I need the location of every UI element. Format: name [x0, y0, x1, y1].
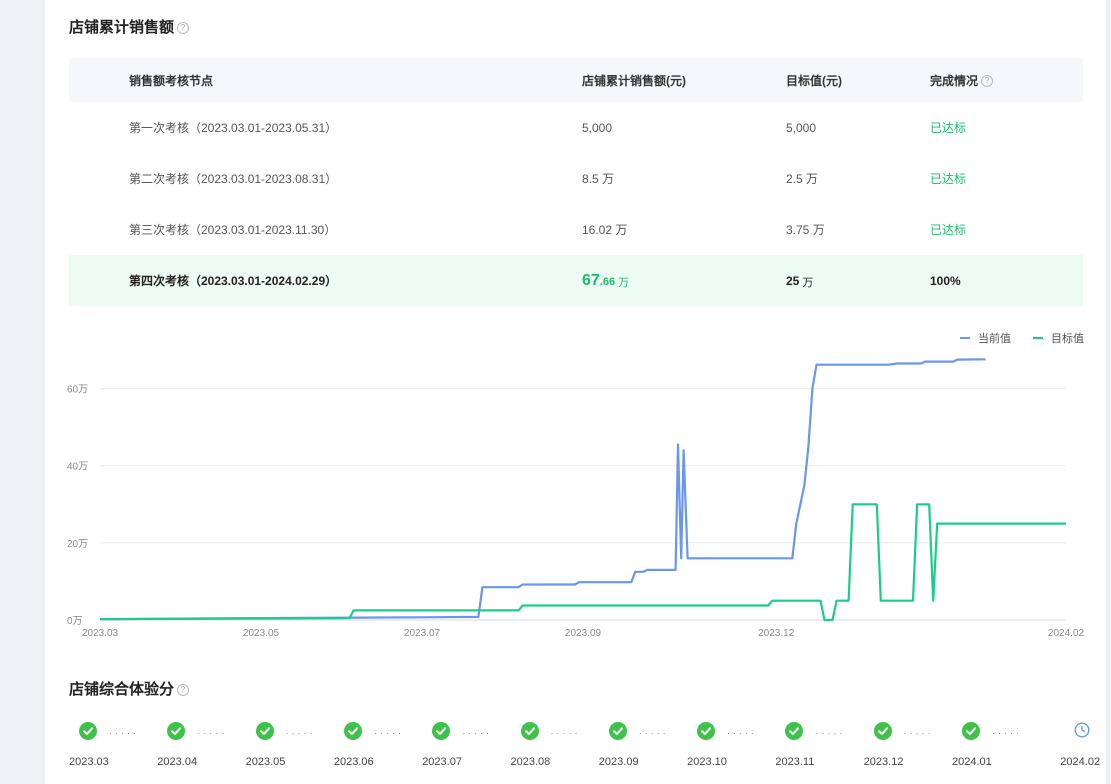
table-row: 第三次考核（2023.03.01-2023.11.30） 16.02 万 3.7…: [69, 204, 1083, 255]
timeline-month-label: 2023.09: [598, 756, 639, 768]
table-header-row: 销售额考核节点 店铺累计销售额(元) 目标值(元) 完成情况 ?: [69, 58, 1083, 102]
x-tick-label: 2023.12: [758, 628, 795, 639]
row-target: 25 万: [786, 255, 813, 306]
target-num: 25: [786, 273, 800, 288]
help-icon[interactable]: ?: [981, 75, 994, 87]
timeline-connector: ·····: [109, 728, 139, 738]
row-node: 第二次考核（2023.03.01-2023.08.31）: [129, 172, 338, 186]
row-target: 5,000: [786, 120, 817, 135]
x-tick-label: 2023.09: [565, 628, 602, 639]
sales-section-title: 店铺累计销售额 ?: [69, 16, 190, 37]
row-target: 2.5 万: [786, 172, 819, 186]
sales-assessment-table: 销售额考核节点 店铺累计销售额(元) 目标值(元) 完成情况 ? 第一次考核（2…: [69, 58, 1083, 306]
timeline-connector: ·····: [285, 728, 316, 738]
series-line-current: [99, 358, 986, 621]
score-section-title-text: 店铺综合体验分: [69, 681, 175, 698]
header-status-text: 完成情况: [930, 73, 979, 88]
score-section-title: 店铺综合体验分 ?: [69, 678, 190, 699]
help-icon[interactable]: ?: [177, 683, 190, 696]
check-circle-icon: [697, 722, 716, 745]
y-tick-label: 20万: [67, 539, 88, 550]
legend-swatch: [960, 337, 970, 339]
legend-label: 目标值: [1051, 333, 1084, 345]
sales-unit: 万: [618, 276, 630, 289]
check-circle-icon: [343, 722, 362, 745]
timeline-connector: ·····: [197, 728, 228, 738]
y-tick-label: 40万: [67, 462, 88, 473]
check-circle-icon: [167, 722, 186, 745]
sales-dec: .66: [599, 275, 616, 288]
timeline-connector: ·····: [373, 728, 404, 738]
timeline-month-label: 2024.02: [1060, 756, 1101, 768]
x-tick-label: 2023.07: [404, 628, 441, 639]
timeline-connector: ·····: [638, 728, 669, 738]
timeline-connector: ·····: [550, 728, 581, 738]
timeline-month-label: 2023.08: [510, 756, 551, 768]
row-status: 100%: [930, 273, 961, 288]
timeline-month-label: 2024.01: [952, 756, 992, 768]
check-circle-icon: [962, 722, 980, 745]
header-node: 销售额考核节点: [129, 73, 214, 88]
row-status: 已达标: [930, 223, 967, 237]
x-tick-label: 2023.05: [243, 628, 280, 639]
series-line-target: [99, 503, 1066, 622]
legend-label: 当前值: [978, 333, 1011, 345]
timeline-connector: ·····: [727, 728, 758, 738]
check-circle-icon: [520, 722, 539, 745]
x-tick-label: 2024.02: [1048, 628, 1085, 639]
sales-int: 67: [582, 271, 600, 289]
timeline-connector: ·····: [992, 728, 1022, 738]
legend-swatch: [1033, 337, 1043, 339]
chart-legend: 当前值 目标值: [960, 330, 1084, 346]
table-row: 第二次考核（2023.03.01-2023.08.31） 8.5 万 2.5 万…: [69, 153, 1083, 204]
timeline-connector: ·····: [462, 728, 493, 738]
score-timeline: ····· 2023.03 ····· 2023.04 ····· 2023.05 ····…: [69, 718, 1100, 778]
check-circle-icon: [873, 722, 892, 745]
check-circle-icon: [432, 722, 451, 745]
row-status: 已达标: [930, 172, 967, 186]
timeline-month-label: 2023.03: [69, 756, 109, 768]
timeline-month-label: 2023.11: [775, 756, 815, 768]
row-node: 第三次考核（2023.03.01-2023.11.30）: [129, 223, 337, 237]
row-status: 已达标: [930, 121, 967, 135]
row-sales: 8.5 万: [582, 172, 615, 186]
timeline-month-label: 2023.10: [687, 756, 727, 768]
sales-section-title-text: 店铺累计销售额: [69, 19, 175, 36]
row-sales: 16.02 万: [582, 223, 628, 237]
table-row-current: 第四次考核（2023.03.01-2024.02.29） 67 .66 万 25…: [69, 255, 1083, 306]
timeline-month-label: 2023.06: [333, 756, 374, 768]
y-tick-label: 0万: [67, 616, 83, 627]
y-tick-label: 60万: [67, 385, 88, 396]
x-tick-label: 2023.03: [82, 628, 119, 639]
main-panel: 店铺累计销售额 ? 销售额考核节点 店铺累计销售额(元) 目标值(元) 完成情况…: [45, 0, 1106, 784]
row-node: 第四次考核（2023.03.01-2024.02.29）: [129, 274, 338, 288]
timeline-connector: ·····: [815, 728, 846, 738]
row-target: 3.75 万: [786, 223, 825, 237]
check-circle-icon: [785, 722, 804, 745]
target-unit: 万: [802, 276, 814, 289]
header-sales: 店铺累计销售额(元): [582, 73, 686, 88]
row-sales: 67 .66 万: [582, 255, 629, 306]
legend-item-target[interactable]: 目标值: [1033, 330, 1084, 346]
timeline-month-label: 2023.12: [863, 756, 904, 768]
check-circle-icon: [608, 722, 627, 745]
header-status: 完成情况 ?: [930, 58, 994, 102]
check-circle-icon: [255, 722, 274, 745]
header-target: 目标值(元): [786, 73, 842, 88]
sales-line-chart: 0万 20万 40万 60万 2023.03 2023.05 2023.07 2023.09 2…: [67, 358, 1085, 639]
timeline-connector: ·····: [903, 728, 934, 738]
timeline-month-label: 2023.04: [157, 756, 198, 768]
timeline-month-label: 2023.07: [422, 756, 462, 768]
help-icon[interactable]: ?: [177, 21, 190, 34]
row-sales: 5,000: [582, 120, 613, 135]
clock-icon: [1074, 722, 1090, 743]
table-row: 第一次考核（2023.03.01-2023.05.31） 5,000 5,000…: [69, 102, 1083, 153]
row-node: 第一次考核（2023.03.01-2023.05.31）: [129, 121, 338, 135]
check-circle-icon: [79, 722, 97, 745]
timeline-month-label: 2023.05: [245, 756, 286, 768]
legend-item-current[interactable]: 当前值: [960, 330, 1011, 346]
